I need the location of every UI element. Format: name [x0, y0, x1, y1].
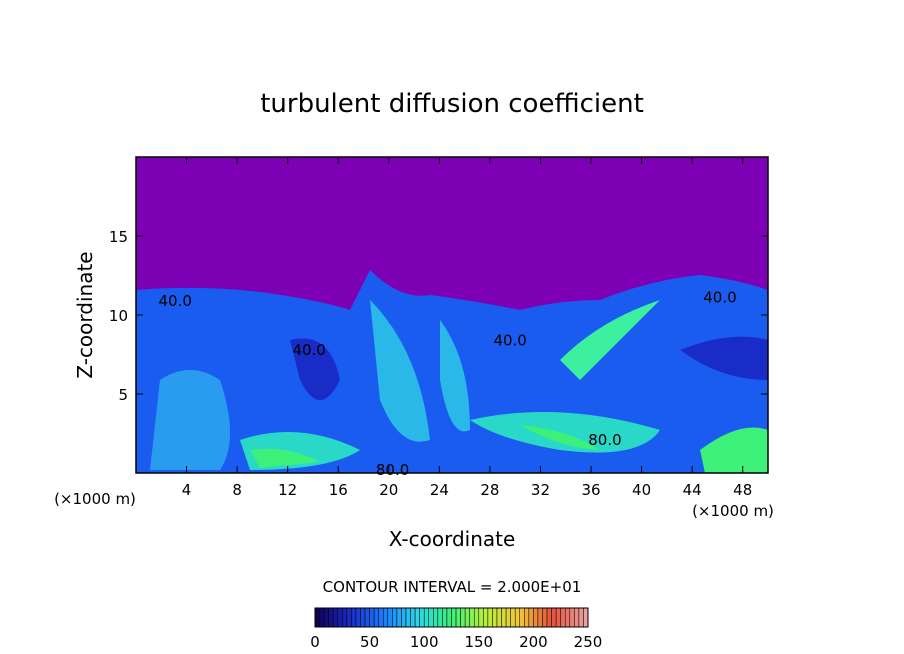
y-tick-label: 10	[109, 307, 128, 325]
colorbar-cell	[478, 607, 484, 628]
colorbar-cell	[505, 607, 511, 628]
colorbar-tick-label: 250	[574, 633, 603, 651]
colorbar-cell	[469, 607, 475, 628]
x-tick-label: 24	[430, 481, 449, 499]
colorbar-cell	[328, 607, 334, 628]
colorbar-cell	[419, 607, 425, 628]
colorbar-cell	[574, 607, 580, 628]
x-tick-label: 44	[683, 481, 702, 499]
colorbar-cell	[337, 607, 343, 628]
colorbar-tick-label: 100	[410, 633, 439, 651]
colorbar-cell	[364, 607, 370, 628]
contour-label: 80.0	[376, 461, 409, 479]
x-tick-label: 12	[278, 481, 297, 499]
colorbar-cell	[496, 607, 502, 628]
colorbar-cell	[423, 607, 430, 628]
x-tick-label: 20	[379, 481, 398, 499]
colorbar-cell	[455, 607, 461, 628]
colorbar-cell	[528, 607, 534, 628]
colorbar-cell	[551, 607, 557, 628]
x-tick-label: 28	[480, 481, 499, 499]
colorbar-cell	[373, 607, 379, 628]
y-axis-title: Z-coordinate	[73, 251, 97, 378]
colorbar-cell	[401, 607, 407, 628]
colorbar-cell	[323, 607, 329, 628]
colorbar-cell	[546, 607, 552, 628]
colorbar-frame	[314, 607, 589, 628]
colorbar-cell	[514, 607, 521, 628]
colorbar-tick-label: 150	[464, 633, 493, 651]
x-unit-left: (×1000 m)	[54, 490, 136, 508]
colorbar-cell	[474, 607, 480, 628]
colorbar-cell	[501, 607, 507, 628]
x-tick-label: 4	[182, 481, 192, 499]
colorbar-cell	[533, 607, 539, 628]
contour-label: 40.0	[292, 341, 325, 359]
colorbar-cell	[355, 607, 361, 628]
colorbar-cell	[319, 607, 325, 628]
colorbar-cell	[460, 607, 466, 628]
colorbar-cell	[583, 607, 589, 628]
field	[136, 157, 768, 473]
x-tick-label: 32	[531, 481, 550, 499]
x-tick-label: 48	[733, 481, 752, 499]
colorbar-cell	[410, 607, 416, 628]
colorbar-cell	[378, 607, 384, 628]
colorbar-cell	[578, 607, 584, 628]
contour-interval: CONTOUR INTERVAL = 2.000E+01	[323, 578, 582, 596]
colorbar-cell	[342, 607, 348, 628]
colorbar-cell	[487, 607, 493, 628]
x-tick-label: 8	[232, 481, 242, 499]
colorbar-cell	[392, 607, 398, 628]
colorbar-cell	[433, 607, 439, 628]
colorbar-cell	[565, 607, 571, 628]
colorbar-cell	[396, 607, 402, 628]
contour-label: 40.0	[158, 292, 191, 310]
x-unit-right: (×1000 m)	[692, 502, 774, 520]
colorbar-cell	[405, 607, 411, 628]
y-tick-label: 5	[118, 386, 128, 404]
colorbar-cell	[555, 607, 561, 628]
x-tick-label: 16	[329, 481, 348, 499]
x-tick-label: 40	[632, 481, 651, 499]
colorbar-cell	[446, 607, 452, 628]
x-tick-label: 36	[581, 481, 600, 499]
colorbar-cell	[537, 607, 543, 628]
colorbar-tick-label: 200	[519, 633, 548, 651]
colorbar-cell	[510, 607, 516, 628]
colorbar-cell	[560, 607, 566, 628]
contour-label: 80.0	[588, 431, 621, 449]
contour-label: 40.0	[493, 331, 526, 349]
colorbar-cell	[360, 607, 366, 628]
colorbar-cell	[442, 607, 448, 628]
colorbar-cell	[428, 607, 434, 628]
colorbar-cell	[483, 607, 489, 628]
contour-label: 40.0	[703, 289, 736, 307]
colorbar-tick-label: 0	[310, 633, 320, 651]
colorbar-tick-label: 50	[360, 633, 379, 651]
colorbar-cell	[464, 607, 470, 628]
colorbar-cell	[332, 607, 339, 628]
colorbar-cell	[492, 607, 498, 628]
chart-title: turbulent diffusion coefficient	[260, 89, 644, 119]
y-tick-label: 15	[109, 228, 128, 246]
colorbar-cell	[519, 607, 525, 628]
colorbar-cell	[451, 607, 457, 628]
colorbar-cell	[383, 607, 389, 628]
colorbar-cell	[414, 607, 420, 628]
colorbar-cell	[314, 607, 320, 628]
colorbar-cell	[387, 607, 393, 628]
colorbar-cell	[542, 607, 548, 628]
colorbar-cell	[437, 607, 443, 628]
colorbar-cell	[346, 607, 352, 628]
x-axis-title: X-coordinate	[389, 527, 516, 551]
colorbar-cell	[524, 607, 530, 628]
colorbar-cell	[351, 607, 357, 628]
colorbar-cell	[569, 607, 575, 628]
colorbar-cell	[369, 607, 375, 628]
